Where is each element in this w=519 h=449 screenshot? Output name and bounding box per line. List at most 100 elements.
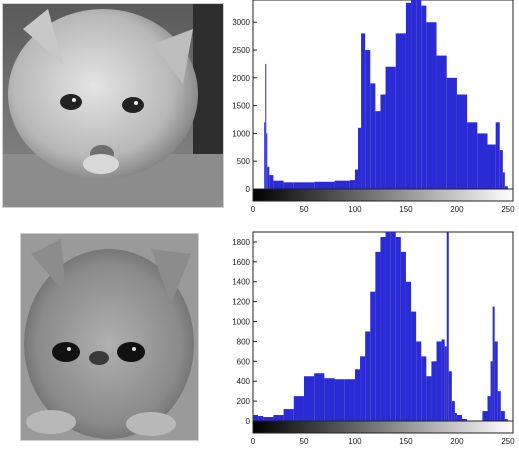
- histogram-bar: [487, 144, 496, 189]
- x-tick-label: 100: [348, 205, 362, 214]
- bars-group: [253, 232, 508, 421]
- histogram-bar: [504, 186, 508, 189]
- histogram-bar: [454, 413, 457, 421]
- grayscale-colorbar: [252, 420, 514, 434]
- grayscale-colorbar: [252, 188, 514, 202]
- histogram-bar: [405, 2, 412, 189]
- y-tick-label: 200: [237, 397, 251, 406]
- histogram-bar: [267, 166, 270, 189]
- histogram-bar: [283, 182, 294, 189]
- histogram-bar: [273, 180, 284, 189]
- x-tick-labels: 0 50 100 150 200 250: [251, 205, 515, 214]
- histogram-bar: [477, 133, 488, 189]
- histogram-bar: [365, 50, 371, 189]
- histogram-bar: [303, 376, 315, 421]
- y-tick-label: 1600: [232, 258, 250, 267]
- histogram-bar: [436, 341, 442, 421]
- y-tick-label: 3000: [232, 18, 250, 27]
- y-tick-label: 0: [246, 417, 251, 426]
- histogram-bar: [490, 361, 493, 421]
- y-tick-label: 400: [237, 377, 251, 386]
- x-tick-label: 50: [300, 437, 309, 446]
- x-tick-labels: 0 50 100 150 200 250: [251, 437, 515, 446]
- histogram-bar: [456, 94, 468, 189]
- histogram-bar: [448, 371, 452, 421]
- histogram-bar: [354, 169, 359, 189]
- histogram-top: 0 500 1000 1500 2000 2500 3000 0 50 100 150 200 250: [232, 0, 515, 214]
- histogram-bar: [293, 182, 315, 189]
- histogram-bar: [504, 419, 508, 421]
- histogram-bar: [370, 291, 376, 421]
- histogram-bar: [487, 396, 491, 421]
- histogram-bar: [258, 416, 264, 421]
- x-tick-label: 200: [450, 437, 464, 446]
- histogram-bar: [497, 391, 501, 421]
- x-tick-label: 250: [501, 205, 515, 214]
- histogram-bar: [360, 356, 366, 421]
- y-tick-label: 1200: [232, 298, 250, 307]
- histogram-bar: [269, 175, 274, 189]
- histogram-bar: [380, 94, 386, 189]
- histogram-bar: [375, 251, 381, 421]
- histogram-bar: [344, 379, 355, 421]
- histogram-bar: [395, 236, 401, 421]
- bars-group: [264, 0, 508, 190]
- histogram-bar: [482, 411, 488, 421]
- histogram-bar: [390, 232, 396, 421]
- histogram-bar: [365, 331, 371, 421]
- x-tick-label: 100: [348, 437, 362, 446]
- y-tick-label: 500: [237, 157, 251, 166]
- histogram-bar: [334, 180, 350, 189]
- histogram-bottom: 0 200 400 600 800 1000 1200 1400 1600 1800 0 50 100…: [232, 231, 515, 446]
- histogram-bar: [349, 180, 355, 189]
- x-tick-label: 0: [251, 437, 256, 446]
- histogram-bar: [494, 341, 498, 421]
- histogram-bar: [385, 232, 391, 421]
- histogram-bar: [293, 396, 304, 421]
- histogram-bar: [334, 379, 345, 421]
- histogram-bar: [361, 33, 366, 190]
- histogram-bar: [283, 409, 294, 421]
- x-tick-label: 150: [399, 437, 413, 446]
- histogram-bar: [502, 172, 505, 189]
- histogram-bar: [273, 415, 284, 421]
- histogram-bar: [375, 111, 381, 189]
- x-tick-label: 50: [300, 205, 309, 214]
- kitten-photo-bottom: [20, 233, 199, 441]
- histogram-bar: [385, 66, 396, 189]
- histogram-bar: [411, 311, 417, 421]
- histogram-bar: [500, 411, 505, 421]
- histogram-bar: [416, 341, 422, 421]
- histogram-bar: [264, 122, 266, 189]
- histogram-bar: [324, 378, 335, 421]
- histogram-bar: [263, 417, 274, 421]
- y-tick-label: 2000: [232, 74, 250, 83]
- histogram-bar: [421, 5, 427, 190]
- histogram-bar: [405, 281, 412, 421]
- histogram-bar: [492, 306, 495, 421]
- x-tick-label: 0: [251, 205, 256, 214]
- histogram-bar: [358, 127, 362, 189]
- histogram-bar: [446, 77, 457, 189]
- histogram-bar: [380, 236, 386, 421]
- histogram-bar: [411, 0, 417, 189]
- x-tick-label: 150: [399, 205, 413, 214]
- histogram-bar: [370, 83, 376, 189]
- histogram-bar: [266, 133, 268, 189]
- y-tick-label: 1000: [232, 129, 250, 138]
- y-tick-label: 1800: [232, 238, 250, 247]
- kitten-photo-top: [2, 3, 224, 208]
- histogram-bar: [426, 22, 437, 190]
- histogram-bar: [400, 251, 406, 421]
- histogram-bar: [314, 373, 325, 421]
- histogram-bar: [354, 369, 361, 421]
- histogram-bar: [446, 232, 449, 421]
- y-tick-labels: 0 200 400 600 800 1000 1200 1400 1600 1800: [232, 238, 257, 426]
- y-tick-label: 1400: [232, 278, 250, 287]
- histogram-bar: [451, 401, 455, 421]
- histogram-bar: [253, 415, 259, 421]
- histogram-bar: [416, 0, 422, 189]
- histogram-bar: [265, 63, 267, 190]
- y-tick-label: 2500: [232, 46, 250, 55]
- y-tick-label: 600: [237, 357, 251, 366]
